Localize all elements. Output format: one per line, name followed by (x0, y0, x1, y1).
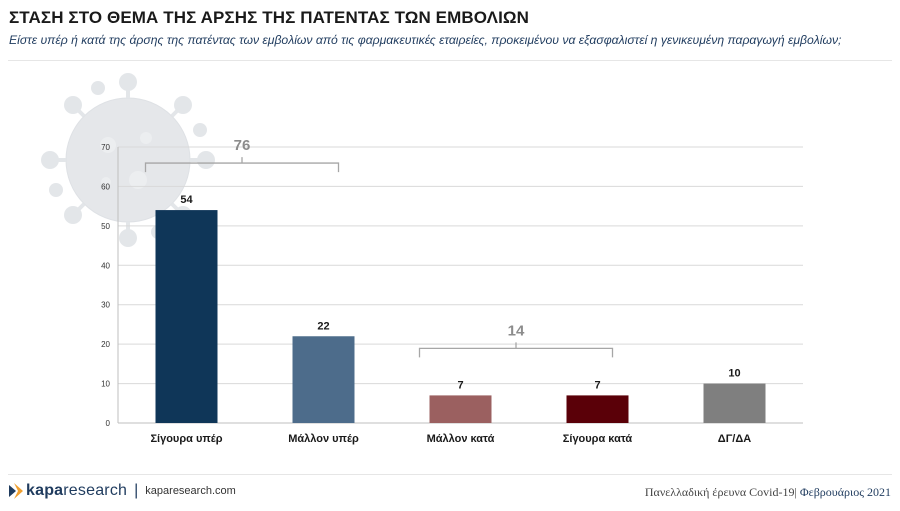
y-tick-label: 0 (106, 419, 111, 428)
brand-bold: kapa (26, 482, 64, 499)
category-label: Σίγουρα κατά (563, 433, 633, 445)
bar-value-label: 10 (728, 368, 740, 380)
bar-value-label: 7 (457, 379, 463, 391)
bar (703, 383, 766, 423)
bar-value-label: 22 (317, 320, 329, 332)
virus-watermark-icon (41, 73, 215, 247)
bar (155, 210, 218, 423)
y-tick-label: 10 (101, 380, 110, 389)
y-tick-label: 50 (101, 222, 110, 231)
bar (429, 395, 492, 423)
category-label: ΔΓ/ΔΑ (718, 433, 751, 445)
category-label: Μάλλον κατά (427, 433, 495, 445)
bar-value-label: 7 (594, 379, 600, 391)
category-label: Μάλλον υπέρ (288, 433, 359, 445)
category-label: Σίγουρα υπέρ (150, 433, 222, 445)
group-total-label: 76 (234, 137, 251, 154)
bar (292, 336, 355, 423)
logo-mark-icon (9, 483, 23, 499)
footer-divider (8, 474, 892, 475)
website-link[interactable]: kaparesearch.com (145, 485, 236, 497)
survey-date: Φεβρουάριος 2021 (796, 485, 891, 499)
bar-chart: 0 10 20 30 40 50 60 70 54 Σίγουρα υπέρ 22 Μάλλον υπ… (101, 137, 803, 445)
y-tick-label: 60 (101, 182, 110, 191)
question-subtitle: Είστε υπέρ ή κατά της άρσης της πατέντας… (9, 33, 842, 47)
y-tick-label: 20 (101, 340, 110, 349)
survey-info: Πανελλαδική έρευνα Covid-19| Φεβρουάριος… (645, 485, 891, 500)
survey-name: Πανελλαδική έρευνα Covid-19| (644, 485, 797, 499)
y-tick-label: 30 (101, 301, 110, 310)
header-divider (8, 60, 892, 61)
page-title: ΣΤΑΣΗ ΣΤΟ ΘΕΜΑ ΤΗΣ ΑΡΣΗΣ ΤΗΣ ΠΑΤΕΝΤΑΣ ΤΩ… (9, 8, 529, 27)
bar (566, 395, 629, 423)
kapa-research-logo: kaparesearch | kaparesearch.com (9, 481, 236, 501)
bar-value-label: 54 (180, 194, 193, 206)
y-tick-label: 40 (101, 261, 110, 270)
group-bracket (144, 157, 340, 173)
group-bracket (418, 342, 614, 358)
y-tick-label: 70 (101, 143, 110, 152)
logo-separator: | (134, 482, 139, 499)
brand-rest: research (63, 482, 128, 499)
group-total-label: 14 (508, 322, 525, 339)
